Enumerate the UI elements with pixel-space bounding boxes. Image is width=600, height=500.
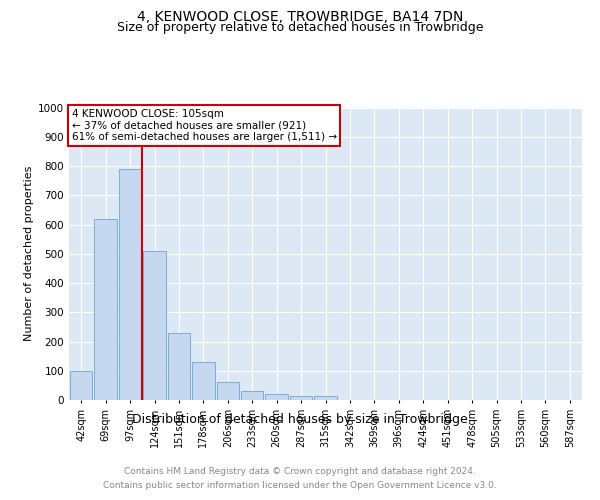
Y-axis label: Number of detached properties: Number of detached properties: [24, 166, 34, 342]
Bar: [70, 371, 92, 400]
Bar: [94, 218, 117, 400]
Bar: [143, 251, 166, 400]
Bar: [167, 332, 190, 400]
Text: Distribution of detached houses by size in Trowbridge: Distribution of detached houses by size …: [132, 412, 468, 426]
Bar: [119, 169, 142, 400]
Text: Contains HM Land Registry data © Crown copyright and database right 2024.: Contains HM Land Registry data © Crown c…: [124, 468, 476, 476]
Bar: [265, 394, 288, 400]
Bar: [217, 382, 239, 400]
Text: 4 KENWOOD CLOSE: 105sqm
← 37% of detached houses are smaller (921)
61% of semi-d: 4 KENWOOD CLOSE: 105sqm ← 37% of detache…: [71, 109, 337, 142]
Bar: [192, 362, 215, 400]
Text: Contains public sector information licensed under the Open Government Licence v3: Contains public sector information licen…: [103, 481, 497, 490]
Text: 4, KENWOOD CLOSE, TROWBRIDGE, BA14 7DN: 4, KENWOOD CLOSE, TROWBRIDGE, BA14 7DN: [137, 10, 463, 24]
Bar: [290, 396, 313, 400]
Bar: [241, 391, 263, 400]
Bar: [314, 396, 337, 400]
Text: Size of property relative to detached houses in Trowbridge: Size of property relative to detached ho…: [117, 21, 483, 34]
